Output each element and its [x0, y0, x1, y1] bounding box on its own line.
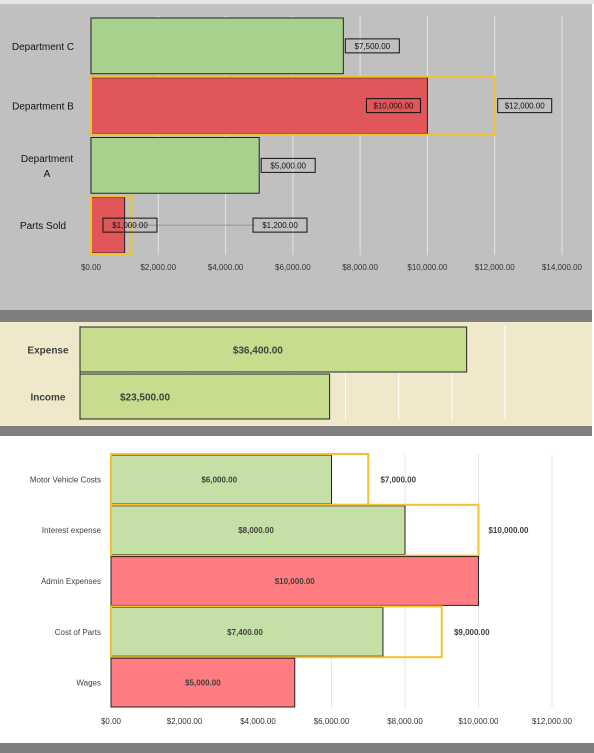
target-label: $12,000.00: [505, 102, 546, 111]
chart-panel-expenses[interactable]: $0.00 $2,000.00 $4,000.00 $6,000.00 $8,000.0…: [0, 436, 594, 753]
category-label: Cost of Parts: [55, 628, 101, 637]
value-label: $10,000.00: [275, 577, 316, 586]
category-label: Wages: [76, 679, 101, 688]
value-label: $23,500.00: [120, 393, 170, 404]
target-label: $7,000.00: [380, 475, 416, 484]
bar-department-c: [90, 17, 344, 75]
category-label: Expense: [27, 346, 69, 357]
value-label: $8,000.00: [238, 526, 274, 535]
panel-divider: [0, 743, 594, 753]
value-label: $7,500.00: [355, 42, 391, 51]
target-bar-department-b: [90, 75, 496, 136]
category-label: Motor Vehicle Costs: [30, 475, 101, 484]
bar-cost-of-parts: [110, 606, 384, 657]
bar-wages: [110, 657, 296, 708]
target-label-box: [252, 217, 308, 233]
panel-divider: [0, 310, 592, 322]
target-label-box: [497, 98, 553, 114]
panel-divider: [0, 426, 592, 436]
category-label: Admin Expenses: [41, 577, 101, 586]
category-label: Parts Sold: [20, 221, 66, 232]
x-tick-label: $0.00: [81, 263, 102, 272]
value-label: $6,000.00: [201, 475, 237, 484]
x-tick-label: $0.00: [101, 717, 122, 726]
value-label: $36,400.00: [233, 346, 283, 357]
target-label: $1,200.00: [262, 221, 298, 230]
x-tick-label: $12,000.00: [475, 263, 516, 272]
value-label: $1,000.00: [112, 221, 148, 230]
x-tick-label: $10,000.00: [458, 717, 499, 726]
x-tick-label: $10,000.00: [407, 263, 448, 272]
category-label: A: [44, 169, 51, 180]
chart-panel-departments[interactable]: $0.00 $2,000.00 $4,000.00 $6,000.00 $8,000.0…: [0, 4, 592, 322]
bar-admin-expenses: [110, 556, 479, 606]
target-label: $9,000.00: [454, 628, 490, 637]
category-label: Interest expense: [42, 526, 102, 535]
x-tick-label: $2,000.00: [140, 263, 176, 272]
chart-panel-income-expense[interactable]: Expense $36,400.00 Income $23,500.00: [0, 322, 592, 436]
category-label: Department B: [12, 102, 74, 113]
bar-department-b: [90, 77, 428, 134]
category-label: Department: [21, 154, 73, 165]
category-label: Income: [30, 393, 65, 404]
bar-expense: [79, 326, 468, 373]
bar-department-a: [90, 137, 260, 194]
value-label-box: [365, 98, 421, 114]
value-label: $7,400.00: [227, 628, 263, 637]
value-label-box: [344, 38, 400, 54]
bar-income: [79, 373, 331, 420]
value-label-box: [102, 217, 158, 233]
x-tick-label: $14,000.00: [542, 263, 583, 272]
value-label: $5,000.00: [270, 161, 306, 170]
target-bar-cost-of-parts: [110, 605, 443, 659]
x-tick-label: $8,000.00: [387, 717, 423, 726]
bar-motor-vehicle-costs: [110, 454, 332, 505]
x-tick-label: $6,000.00: [314, 717, 350, 726]
value-label-box: [260, 157, 316, 173]
value-label: $5,000.00: [185, 679, 221, 688]
x-tick-label: $8,000.00: [342, 263, 378, 272]
target-bar-interest-expense: [110, 503, 480, 557]
value-label: $10,000.00: [373, 102, 414, 111]
category-label: Department C: [12, 42, 74, 53]
x-tick-label: $6,000.00: [275, 263, 311, 272]
target-label: $10,000.00: [488, 526, 529, 535]
x-tick-label: $2,000.00: [167, 717, 203, 726]
bar-interest-expense: [110, 505, 406, 556]
x-tick-label: $4,000.00: [208, 263, 244, 272]
column-header-strip: [0, 0, 594, 4]
x-tick-label: $12,000.00: [532, 717, 573, 726]
x-tick-label: $4,000.00: [240, 717, 276, 726]
